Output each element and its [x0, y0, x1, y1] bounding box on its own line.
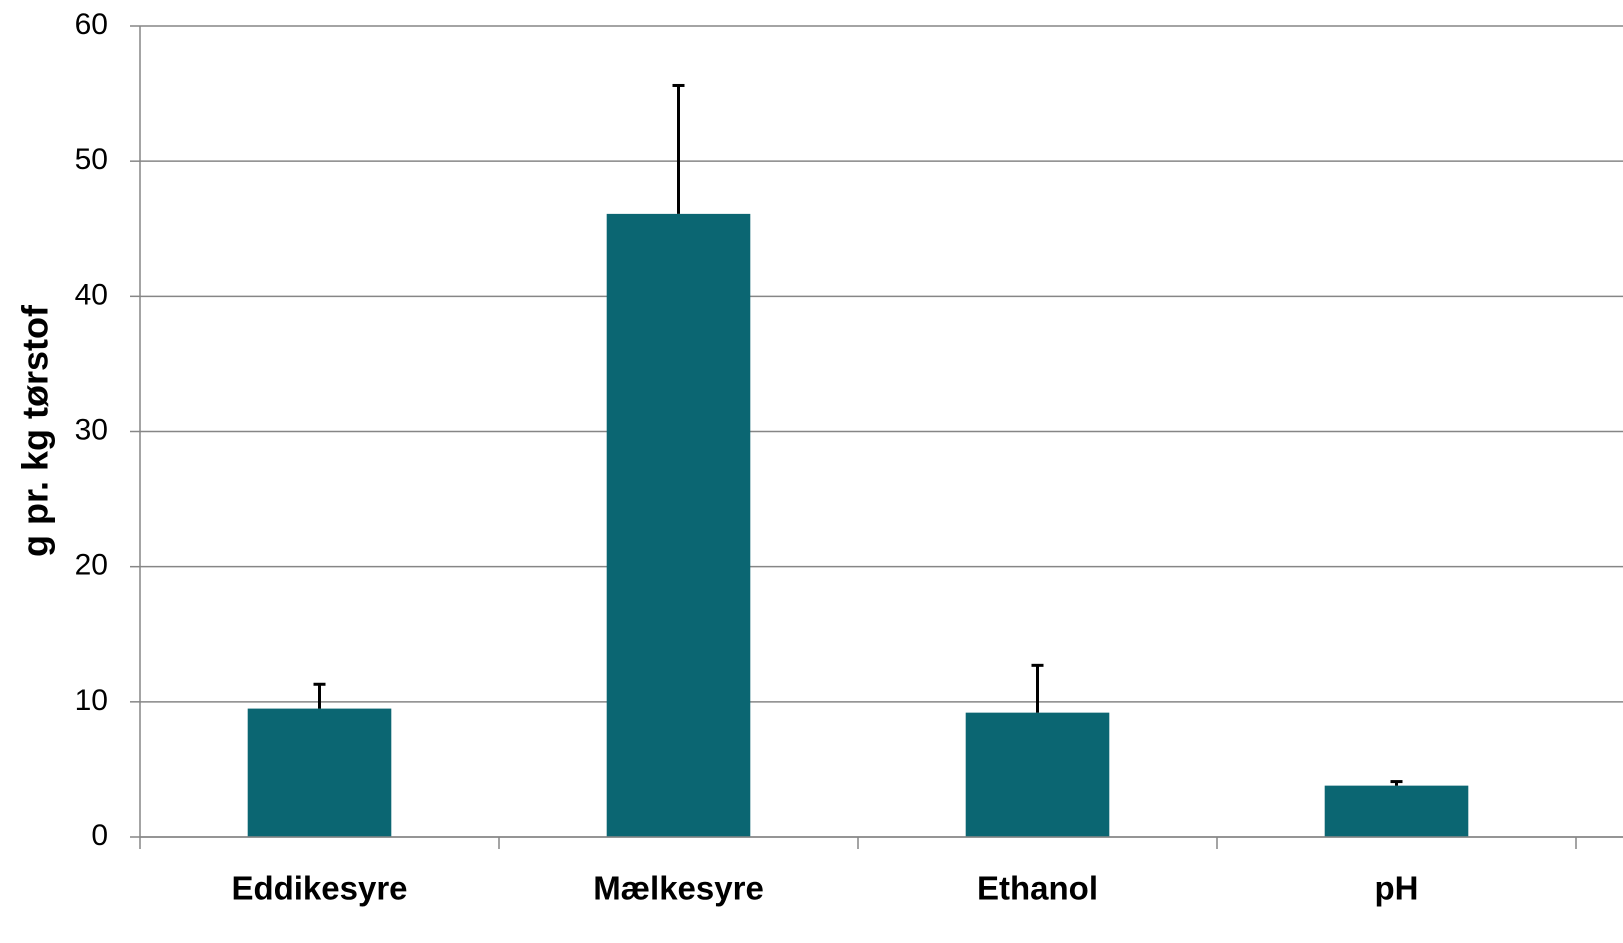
y-axis-label: g pr. kg tørstof: [15, 304, 56, 557]
x-tick-label: Mælkesyre: [593, 870, 764, 907]
bar: [965, 712, 1110, 837]
x-tick-label: Ethanol: [977, 870, 1098, 907]
y-tick-label: 20: [75, 549, 108, 582]
error-bar: [313, 682, 326, 709]
bar: [247, 708, 392, 837]
bar: [606, 213, 751, 838]
x-tick-label: pH: [1375, 870, 1419, 907]
error-bar: [1390, 780, 1403, 786]
y-tick-label: 40: [75, 278, 108, 311]
y-tick-label: 30: [75, 413, 108, 446]
y-tick-label: 50: [75, 143, 108, 176]
x-tick-label: Eddikesyre: [231, 870, 407, 907]
y-tick-label: 60: [75, 8, 108, 41]
y-tick-label: 0: [91, 819, 108, 852]
error-bar: [672, 83, 685, 214]
error-bar: [1031, 663, 1044, 713]
y-tick-label: 10: [75, 684, 108, 717]
bar: [1324, 785, 1469, 837]
